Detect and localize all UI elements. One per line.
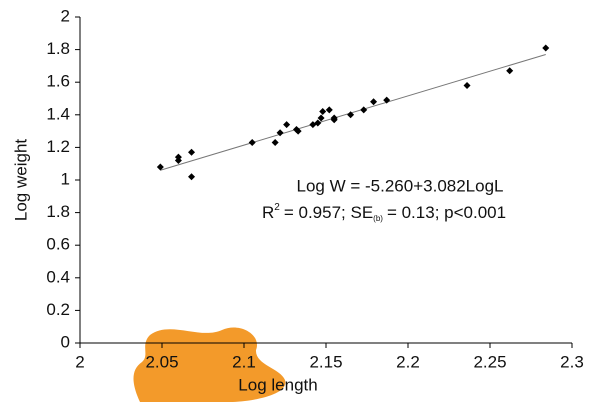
stats: R2 = 0.957; SE(b) = 0.13; p<0.001 — [262, 202, 506, 223]
stats-sub: (b) — [373, 214, 383, 223]
x-tick-label: 2.1 — [232, 352, 256, 371]
stats-text: = 0.13; p<0.001 — [387, 203, 506, 222]
x-tick-label: 2.15 — [309, 352, 342, 371]
y-tick-label: 1.8 — [46, 202, 70, 221]
point — [325, 106, 333, 114]
point — [542, 44, 550, 52]
point — [506, 67, 514, 75]
x-axis-label: Log length — [238, 375, 317, 394]
y-tick-label: 1.6 — [46, 72, 70, 91]
trendline — [160, 54, 546, 171]
x-tick-label: 2.2 — [396, 352, 420, 371]
point — [276, 129, 284, 137]
point — [314, 119, 322, 127]
point — [248, 139, 256, 147]
point — [347, 111, 355, 119]
point — [188, 173, 196, 181]
x-tick-label: 2 — [75, 352, 84, 371]
point — [294, 127, 302, 135]
point — [360, 106, 368, 114]
equation: Log W = -5.260+3.082LogL — [297, 176, 504, 195]
point — [317, 114, 325, 122]
x-tick-label: 2.25 — [473, 352, 506, 371]
stats-sup: 2 — [274, 202, 280, 213]
point — [174, 156, 182, 164]
y-axis-label: Log weight — [11, 139, 30, 222]
y-tick-label: 1 — [61, 169, 70, 188]
y-tick-label: 0.6 — [46, 235, 70, 254]
decoration — [133, 327, 286, 402]
y-tick-label: 1.4 — [46, 104, 70, 123]
x-tick-label: 2.3 — [560, 352, 584, 371]
y-tick-label: 0 — [61, 332, 70, 351]
stats-text: = 0.957; SE — [284, 203, 373, 222]
point — [283, 121, 291, 129]
y-tick-label: 0.2 — [46, 300, 70, 319]
y-tick-label: 0.4 — [46, 267, 70, 286]
point — [188, 148, 196, 156]
x-tick-label: 2.05 — [145, 352, 178, 371]
point — [271, 139, 279, 147]
point — [319, 108, 327, 116]
y-tick-label: 2 — [61, 6, 70, 25]
y-tick-label: 1.2 — [46, 137, 70, 156]
point — [383, 96, 391, 104]
point — [156, 163, 164, 171]
stats-r: R — [262, 203, 274, 222]
point — [330, 114, 338, 122]
point — [370, 98, 378, 106]
point — [463, 81, 471, 89]
y-tick-label: 1.8 — [46, 39, 70, 58]
